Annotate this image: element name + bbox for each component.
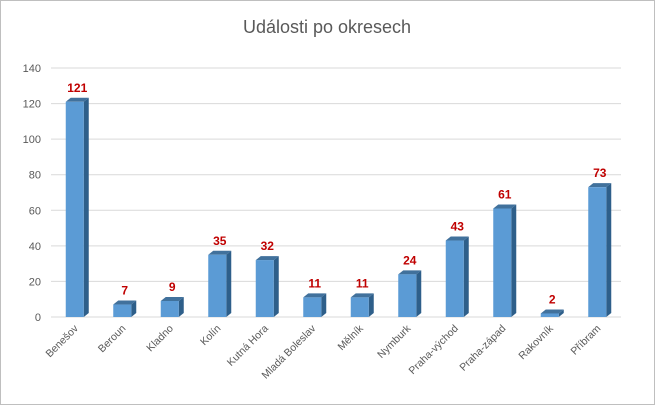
data-label: 11: [356, 276, 369, 290]
bar: [588, 183, 612, 317]
bar-side: [416, 270, 422, 317]
gridlines: [51, 67, 621, 318]
bar-side: [463, 236, 469, 317]
bar-top: [255, 256, 279, 261]
bar-top: [303, 293, 327, 298]
data-label: 11: [308, 276, 321, 290]
y-tick-label: 20: [29, 276, 41, 288]
x-category-label: Kladno: [144, 323, 176, 355]
bar: [303, 293, 327, 317]
y-axis-ticks: 0 20 40 60 80 100 120 140: [23, 63, 41, 324]
bar-front: [540, 313, 559, 317]
bar-top: [350, 293, 374, 298]
x-category-label: Rakovník: [516, 322, 556, 362]
bar: [350, 293, 374, 317]
x-axis-categories: Benešov Beroun Kladno Kolín Kutná HoraMladá …: [43, 322, 603, 381]
bar-front: [160, 300, 179, 317]
x-category-label: Mělník: [336, 322, 367, 353]
bar: [255, 256, 279, 317]
bar: [65, 97, 89, 318]
bar-front: [65, 101, 84, 318]
data-label: 32: [261, 239, 275, 253]
bar-front: [588, 187, 607, 317]
y-tick-label: 100: [23, 134, 41, 146]
bar-top: [588, 183, 612, 188]
bar-top: [160, 296, 184, 301]
bar: [540, 309, 564, 317]
x-category-label: Benešov: [43, 322, 81, 360]
x-category-label: Nymburk: [375, 322, 414, 361]
data-label: 2: [549, 292, 556, 306]
bar-side: [511, 204, 517, 317]
data-label: 73: [593, 166, 607, 180]
y-tick-label: 40: [29, 241, 41, 253]
bar: [445, 236, 469, 317]
bar-top: [493, 204, 517, 209]
x-category-label: Příbram: [568, 322, 603, 357]
bar-side: [606, 183, 612, 317]
data-label: 9: [169, 280, 176, 294]
bar-front: [113, 304, 132, 317]
bar-front: [350, 297, 369, 317]
y-tick-label: 140: [23, 63, 41, 75]
bar-top: [65, 97, 89, 102]
data-labels: 121 7 9 35 32 11 11 24 43 61 2 73: [67, 81, 607, 307]
data-label: 24: [403, 253, 417, 267]
bar-side: [131, 300, 137, 317]
bar: [160, 296, 184, 317]
bar-front: [445, 240, 464, 317]
bar-front: [255, 260, 274, 317]
x-category-label: Kutná Hora: [225, 323, 271, 369]
bar-front: [303, 297, 322, 317]
x-category-label: Praha-západ: [457, 323, 508, 374]
y-tick-label: 120: [23, 99, 41, 111]
y-tick-label: 60: [29, 205, 41, 217]
x-category-label: Kolín: [198, 323, 224, 349]
bar: [113, 300, 137, 317]
x-category-label: Beroun: [96, 323, 129, 356]
bar-side: [368, 293, 374, 317]
x-category-label: Praha-východ: [407, 323, 461, 377]
data-label: 35: [213, 234, 227, 248]
bar-side: [321, 293, 327, 317]
chart-title: Události po okresech: [243, 17, 411, 37]
data-label: 43: [451, 220, 465, 234]
bar-front: [493, 208, 512, 317]
bar-side: [273, 256, 279, 317]
bar-top: [208, 250, 232, 255]
data-label: 7: [121, 284, 128, 298]
bar-top: [445, 236, 469, 241]
y-tick-label: 0: [35, 312, 41, 324]
bar: [398, 270, 422, 317]
bar-top: [113, 300, 137, 305]
bars: [65, 97, 612, 318]
data-label: 121: [67, 81, 87, 95]
bar: [493, 204, 517, 317]
bar-top: [540, 309, 564, 314]
bar: [208, 250, 232, 317]
bar-front: [398, 274, 417, 317]
bar-side: [558, 309, 564, 317]
bar-side: [226, 250, 232, 317]
y-tick-label: 80: [29, 170, 41, 182]
bar-top: [398, 270, 422, 275]
bar-side: [83, 97, 89, 318]
data-label: 61: [498, 188, 512, 202]
bar-front: [208, 254, 227, 317]
bar-side: [178, 296, 184, 317]
